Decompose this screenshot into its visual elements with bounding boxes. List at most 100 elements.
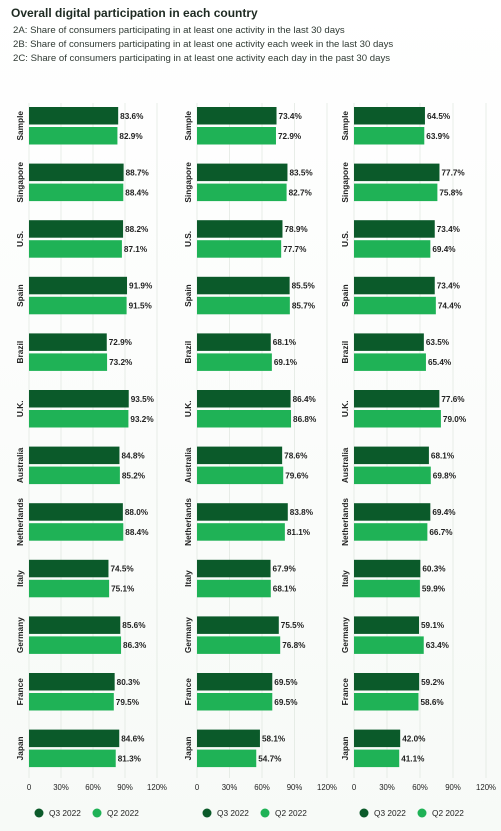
bar-q3 — [354, 276, 435, 295]
data-label: 68.1% — [273, 338, 297, 347]
bar-q3 — [354, 673, 420, 691]
data-label: 69.1% — [274, 358, 298, 367]
bar-q3 — [29, 503, 123, 521]
bar-q3 — [354, 616, 420, 634]
bar-q2 — [197, 466, 284, 485]
category-label: Spain — [15, 284, 25, 307]
legend-label: Q3 2022 — [49, 808, 81, 818]
data-label: 88.4% — [125, 528, 149, 537]
category-label: Singapore — [15, 162, 25, 203]
bar-q3 — [197, 107, 277, 125]
data-label: 93.5% — [131, 395, 155, 404]
bar-q3 — [197, 163, 288, 182]
bar-q2 — [29, 466, 120, 485]
x-tick-label: 60% — [412, 783, 428, 792]
bar-q3 — [197, 616, 279, 634]
data-label: 88.2% — [125, 225, 149, 234]
bar-q2 — [354, 579, 420, 598]
bar-q3 — [354, 333, 424, 351]
bar-q2 — [354, 749, 400, 768]
data-label: 85.2% — [122, 471, 146, 480]
category-label: U.S. — [183, 231, 193, 247]
bar-q2 — [354, 240, 431, 258]
data-label: 67.9% — [273, 565, 297, 574]
bar-q3 — [197, 729, 260, 748]
bar-q3 — [197, 220, 283, 238]
data-label: 68.1% — [431, 451, 455, 460]
category-label: Australia — [15, 447, 25, 483]
category-label: Australia — [183, 447, 193, 483]
category-label: Brazil — [183, 341, 193, 364]
data-label: 59.9% — [422, 585, 446, 594]
bar-q2 — [29, 749, 116, 768]
data-label: 80.3% — [117, 678, 141, 687]
bar-q2 — [354, 353, 426, 371]
bar-q3 — [354, 390, 440, 408]
subtitle-2c: 2C: Share of consumers participating in … — [13, 53, 391, 64]
bar-q2 — [29, 183, 124, 202]
x-tick-label: 30% — [379, 783, 395, 792]
bar-q3 — [29, 220, 124, 238]
bar-q3 — [197, 333, 271, 351]
x-tick-label: 60% — [254, 783, 270, 792]
data-label: 54.7% — [258, 754, 282, 763]
category-label: France — [340, 678, 350, 706]
subtitle-2a: 2A: Share of consumers participating in … — [13, 25, 345, 36]
category-label: Singapore — [340, 162, 350, 203]
x-tick-label: 120% — [476, 783, 496, 792]
category-label: France — [15, 678, 25, 706]
bar-q2 — [29, 410, 129, 428]
legend-swatch-q3 — [359, 808, 369, 818]
bar-q2 — [354, 693, 419, 711]
x-tick-label: 120% — [317, 783, 337, 792]
bar-q2 — [197, 240, 282, 258]
bar-q3 — [197, 673, 273, 691]
bar-q3 — [197, 559, 271, 578]
panel-3: 0 30% 60% 90% 120% Sample 64.5% 63.9% Singapore 7… — [340, 103, 496, 818]
category-label: Brazil — [340, 341, 350, 364]
data-label: 81.3% — [118, 754, 142, 763]
x-tick-label: 0 — [27, 783, 32, 792]
bar-q2 — [354, 636, 424, 654]
bar-q2 — [197, 636, 281, 654]
category-label: Sample — [15, 111, 25, 141]
bar-q2 — [197, 749, 257, 768]
data-label: 82.7% — [289, 188, 313, 197]
bar-q3 — [197, 276, 290, 295]
bar-q3 — [354, 107, 425, 125]
legend-label: Q2 2022 — [432, 808, 464, 818]
data-label: 75.5% — [281, 621, 305, 630]
data-label: 63.9% — [426, 132, 450, 141]
category-label: Spain — [340, 284, 350, 307]
data-label: 65.4% — [428, 358, 452, 367]
data-label: 73.4% — [279, 112, 303, 121]
data-label: 86.3% — [123, 641, 147, 650]
bar-q2 — [29, 240, 122, 258]
category-label: Brazil — [15, 341, 25, 364]
data-label: 93.2% — [130, 415, 154, 424]
category-label: Italy — [183, 570, 193, 587]
legend-label: Q2 2022 — [275, 808, 307, 818]
data-label: 78.9% — [284, 225, 308, 234]
bar-q2 — [354, 466, 431, 485]
data-label: 77.6% — [441, 395, 465, 404]
bar-q3 — [197, 446, 283, 465]
data-label: 41.1% — [401, 754, 425, 763]
data-label: 83.5% — [289, 168, 313, 177]
x-tick-label: 30% — [222, 783, 238, 792]
category-label: U.K. — [183, 400, 193, 417]
data-label: 78.6% — [284, 451, 308, 460]
category-label: Japan — [15, 736, 25, 760]
category-label: Netherlands — [340, 498, 350, 546]
data-label: 76.8% — [282, 641, 306, 650]
data-label: 88.0% — [125, 508, 149, 517]
data-label: 74.4% — [438, 302, 462, 311]
data-label: 73.4% — [437, 282, 461, 291]
subtitle-2b: 2B: Share of consumers participating in … — [13, 39, 394, 50]
chart-title: Overall digital participation in each co… — [11, 6, 258, 20]
data-label: 66.7% — [429, 528, 453, 537]
data-label: 77.7% — [441, 168, 465, 177]
bar-q3 — [197, 390, 291, 408]
bar-q2 — [197, 183, 287, 202]
